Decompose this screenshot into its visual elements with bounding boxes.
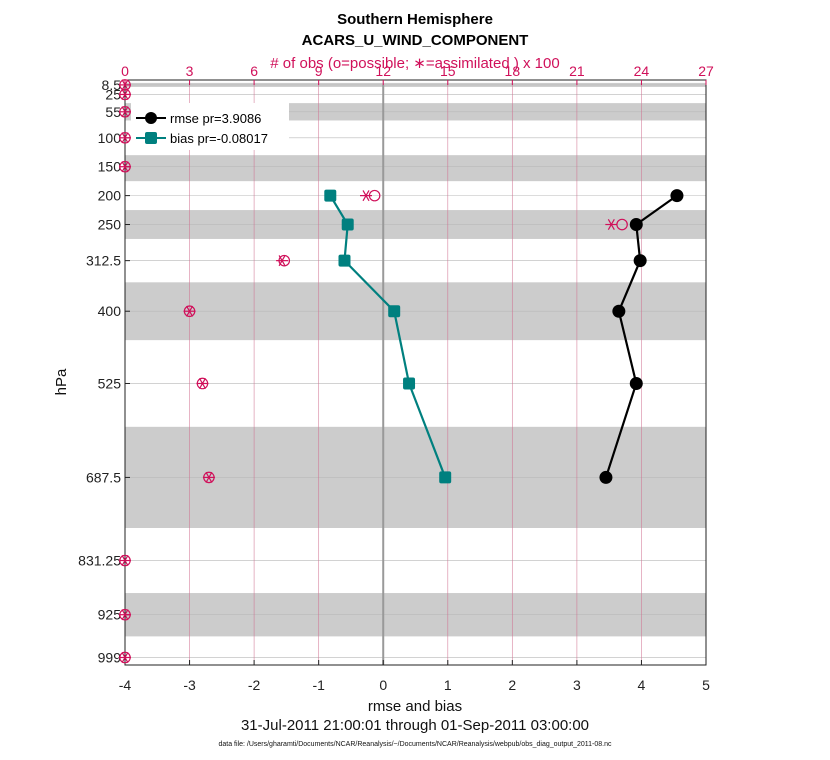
top-tick-label: 12 bbox=[375, 63, 391, 79]
obs-assimilated-marker bbox=[119, 161, 131, 173]
y-tick-label: 925 bbox=[98, 607, 122, 623]
rmse-line bbox=[604, 194, 678, 478]
bias-point bbox=[439, 471, 452, 484]
plot-frame bbox=[124, 79, 707, 666]
bias-point bbox=[388, 305, 401, 318]
rmse-point bbox=[629, 218, 643, 232]
y-tick-label: 400 bbox=[98, 303, 122, 319]
x-tick-label: 5 bbox=[702, 677, 710, 693]
top-tick-label: 3 bbox=[186, 63, 194, 79]
asterisk-stroke bbox=[121, 132, 129, 144]
bias-point bbox=[403, 377, 416, 390]
top-tick-label: 27 bbox=[698, 63, 714, 79]
asterisk-stroke bbox=[186, 305, 194, 317]
obs-assimilated-marker bbox=[119, 132, 131, 144]
bias-point bbox=[324, 189, 337, 202]
legend-bias-label: bias pr=-0.08017 bbox=[170, 131, 268, 146]
y-tick-label: 8.5 bbox=[102, 77, 122, 93]
x-tick-label: -4 bbox=[119, 677, 132, 693]
axes: -4 -3 -2 -1 0 1 2 3 4 50 3 6 9 12 15 18 21 24 278.52555100… bbox=[78, 63, 714, 693]
y-tick-label: 200 bbox=[98, 188, 122, 204]
obs-assimilated-marker bbox=[360, 190, 373, 202]
layer-bands bbox=[125, 82, 706, 637]
y-tick-label: 150 bbox=[98, 159, 122, 175]
top-tick-label: 18 bbox=[505, 63, 521, 79]
y-tick-label: 525 bbox=[98, 375, 122, 391]
top-tick-label: 24 bbox=[634, 63, 650, 79]
y-tick-label: 831.25 bbox=[78, 553, 121, 569]
obs-assimilated-marker bbox=[119, 88, 131, 100]
legend-bias-marker bbox=[145, 132, 157, 144]
x-axis-label: rmse and bias bbox=[368, 698, 462, 715]
top-tick-label: 6 bbox=[250, 63, 258, 79]
obs-assimilated-marker bbox=[605, 219, 618, 231]
data-series bbox=[119, 79, 684, 664]
chart-subtitle: ACARS_U_WIND_COMPONENT bbox=[302, 32, 529, 49]
data-file-note: data file: /Users/gharamti/Documents/NCA… bbox=[218, 741, 612, 748]
x-tick-label: 4 bbox=[638, 677, 646, 693]
date-range: 31-Jul-2011 21:00:01 through 01-Sep-2011… bbox=[241, 717, 589, 734]
asterisk-stroke bbox=[121, 609, 129, 621]
asterisk-stroke bbox=[121, 651, 129, 663]
x-tick-label: -2 bbox=[248, 677, 261, 693]
asterisk-stroke bbox=[121, 88, 129, 100]
obs-assimilated-marker bbox=[196, 377, 209, 389]
obs-assimilated-marker bbox=[183, 305, 196, 317]
obs-assimilated-marker bbox=[119, 651, 131, 663]
top-tick-label: 15 bbox=[440, 63, 456, 79]
x-tick-label: -3 bbox=[183, 677, 196, 693]
asterisk-stroke bbox=[362, 190, 370, 202]
legend-box bbox=[131, 103, 289, 150]
legend-rmse-marker bbox=[145, 112, 157, 124]
x-tick-label: 2 bbox=[508, 677, 516, 693]
legend-rmse-label: rmse pr=3.9086 bbox=[170, 111, 261, 126]
y-tick-label: 687.5 bbox=[86, 469, 121, 485]
asterisk-stroke bbox=[198, 377, 206, 389]
legend: rmse pr=3.9086 bias pr=-0.08017 bbox=[131, 103, 289, 150]
rmse-point bbox=[633, 254, 647, 268]
obs-assimilated-marker bbox=[119, 609, 131, 621]
y-axis-label: hPa bbox=[53, 368, 70, 395]
top-axis-label: # of obs (o=possible; ∗=assimilated ) x … bbox=[270, 55, 559, 72]
asterisk-stroke bbox=[205, 471, 213, 483]
x-tick-label: -1 bbox=[312, 677, 325, 693]
bias-point bbox=[338, 254, 351, 267]
y-tick-label: 100 bbox=[98, 130, 122, 146]
rmse-point bbox=[599, 470, 613, 484]
y-tick-label: 312.5 bbox=[86, 253, 121, 269]
asterisk-stroke bbox=[278, 255, 286, 267]
obs-assimilated-marker bbox=[202, 471, 215, 483]
top-tick-label: 21 bbox=[569, 63, 585, 79]
asterisk-stroke bbox=[121, 555, 129, 567]
asterisk-stroke bbox=[121, 161, 129, 173]
bias-point bbox=[341, 218, 354, 231]
obs-assimilated-marker bbox=[276, 255, 289, 267]
y-tick-label: 999 bbox=[98, 649, 122, 665]
x-tick-label: 0 bbox=[379, 677, 387, 693]
asterisk-stroke bbox=[121, 106, 129, 118]
rmse-point bbox=[670, 189, 684, 203]
y-tick-label: 55 bbox=[105, 104, 121, 120]
top-tick-label: 0 bbox=[121, 63, 129, 79]
x-tick-label: 1 bbox=[444, 677, 452, 693]
top-tick-label: 9 bbox=[315, 63, 323, 79]
obs-assimilated-marker bbox=[119, 106, 131, 118]
obs-assimilated-marker bbox=[119, 79, 131, 91]
asterisk-stroke bbox=[607, 219, 615, 231]
rmse-point bbox=[612, 304, 626, 318]
y-tick-label: 25 bbox=[105, 86, 121, 102]
x-tick-label: 3 bbox=[573, 677, 581, 693]
y-tick-label: 250 bbox=[98, 217, 122, 233]
obs-assimilated-marker bbox=[119, 555, 131, 567]
chart-title: Southern Hemisphere bbox=[337, 11, 493, 28]
layer-band bbox=[125, 155, 706, 182]
rmse-point bbox=[629, 376, 643, 390]
asterisk-stroke bbox=[121, 79, 129, 91]
